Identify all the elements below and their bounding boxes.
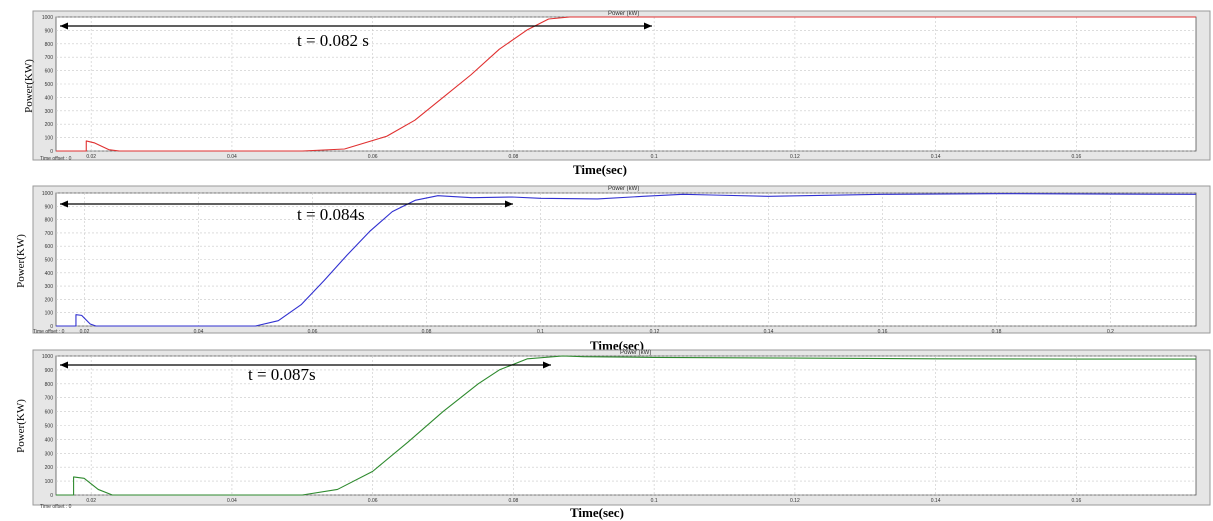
- power-chart-2: 0 100 200 300 400 500 600 700 800 900 1000 0.02 0.04…: [32, 185, 1211, 335]
- y-tick-label: 600: [45, 410, 54, 416]
- arrow-head-right: [505, 200, 513, 208]
- y-tick-label: 400: [45, 271, 54, 277]
- y-tick-label: 1000: [42, 354, 53, 360]
- power-series-line: [56, 355, 1196, 496]
- x-tick-label: 0.12: [650, 329, 660, 335]
- response-time-label: t = 0.084s: [297, 205, 365, 224]
- response-time-label: t = 0.087s: [248, 365, 316, 384]
- y-tick-label: 1000: [42, 191, 53, 197]
- arrow-head-left: [60, 22, 68, 30]
- power-chart-1: 0 100 200 300 400 500 600 700 800 900 1000 0.02 0.04…: [32, 10, 1211, 161]
- x-tick-label: 0.04: [227, 498, 237, 504]
- y-tick-label: 1000: [42, 15, 53, 21]
- x-tick-label: 0.14: [931, 498, 941, 504]
- y-tick-label: 0: [50, 324, 53, 330]
- chart-panel-1: 0 100 200 300 400 500 600 700 800 900 1000 0.02 0.04…: [0, 0, 1213, 177]
- power-series-line: [56, 193, 1197, 327]
- x-tick-label: 0.1: [651, 498, 658, 504]
- x-tick-label: 0.16: [1072, 154, 1082, 160]
- x-tick-label: 0.02: [86, 154, 96, 160]
- y-tick-label: 900: [45, 28, 54, 34]
- x-axis-label: Time(sec): [570, 505, 624, 520]
- plot-title: Power (kW): [608, 11, 640, 17]
- response-time-label: t = 0.082 s: [297, 31, 369, 50]
- x-tick-label: 0.12: [790, 498, 800, 504]
- y-tick-label: 100: [45, 479, 54, 485]
- x-tick-label: 0.12: [790, 154, 800, 160]
- x-tick-label: 0.16: [878, 329, 888, 335]
- x-tick-label: 0.02: [86, 498, 96, 504]
- chart-panel-2: 0 100 200 300 400 500 600 700 800 900 1000 0.02 0.04…: [0, 178, 1213, 353]
- arrow-head-left: [60, 361, 68, 369]
- plot-title: Power (kW): [608, 186, 640, 192]
- x-tick-label: 0.04: [194, 329, 204, 335]
- y-tick-label: 700: [45, 231, 54, 237]
- y-tick-label: 500: [45, 82, 54, 88]
- x-tick-label: 0.06: [308, 329, 318, 335]
- y-tick-label: 600: [45, 69, 54, 75]
- y-tick-label: 500: [45, 424, 54, 430]
- x-tick-label: 0.08: [509, 498, 519, 504]
- y-tick-label: 200: [45, 465, 54, 471]
- y-tick-label: 600: [45, 244, 54, 250]
- arrow-head-left: [60, 200, 68, 208]
- y-tick-label: 300: [45, 109, 54, 115]
- y-tick-label: 200: [45, 122, 54, 128]
- x-tick-label: 0.04: [227, 154, 237, 160]
- y-tick-label: 900: [45, 368, 54, 374]
- x-tick-label: 0.16: [1072, 498, 1082, 504]
- y-axis-label: Power(KW): [22, 59, 35, 113]
- power-series-line: [56, 16, 1196, 152]
- y-tick-label: 800: [45, 382, 54, 388]
- y-tick-label: 700: [45, 396, 54, 402]
- y-tick-label: 100: [45, 311, 54, 317]
- x-tick-label: 0.02: [80, 329, 90, 335]
- time-offset-status: Time offset : 0: [40, 504, 72, 510]
- y-tick-label: 0: [50, 149, 53, 155]
- x-axis-label: Time(sec): [590, 338, 644, 353]
- y-tick-label: 200: [45, 297, 54, 303]
- arrow-head-right: [543, 361, 551, 369]
- y-tick-label: 800: [45, 42, 54, 48]
- y-tick-label: 100: [45, 136, 54, 142]
- y-tick-label: 400: [45, 95, 54, 101]
- chart-panel-3: 0 100 200 300 400 500 600 700 800 900 1000 0.02 0.04…: [0, 347, 1213, 520]
- time-offset-status: Time offset : 0: [40, 156, 72, 162]
- x-tick-label: 0.14: [764, 329, 774, 335]
- x-tick-label: 0.06: [368, 498, 378, 504]
- y-tick-label: 300: [45, 284, 54, 290]
- x-tick-label: 0.06: [368, 154, 378, 160]
- x-tick-label: 0.1: [651, 154, 658, 160]
- y-tick-label: 300: [45, 451, 54, 457]
- x-axis-label: Time(sec): [573, 162, 627, 177]
- x-tick-label: 0.08: [509, 154, 519, 160]
- y-tick-label: 700: [45, 55, 54, 61]
- time-offset-status: Time offset : 0: [33, 329, 65, 335]
- arrow-head-right: [644, 22, 652, 30]
- plot-title: Power (kW): [620, 350, 652, 356]
- x-tick-label: 0.14: [931, 154, 941, 160]
- x-tick-label: 0.08: [422, 329, 432, 335]
- y-tick-label: 500: [45, 258, 54, 264]
- x-tick-label: 0.2: [1107, 329, 1114, 335]
- y-axis-label: Power(KW): [14, 234, 27, 288]
- y-tick-label: 0: [50, 493, 53, 499]
- x-tick-label: 0.1: [537, 329, 544, 335]
- y-tick-label: 800: [45, 218, 54, 224]
- y-axis-label: Power(KW): [14, 399, 27, 453]
- y-tick-label: 900: [45, 204, 54, 210]
- power-chart-3: 0 100 200 300 400 500 600 700 800 900 1000 0.02 0.04…: [32, 349, 1211, 506]
- x-tick-label: 0.18: [992, 329, 1002, 335]
- y-tick-label: 400: [45, 437, 54, 443]
